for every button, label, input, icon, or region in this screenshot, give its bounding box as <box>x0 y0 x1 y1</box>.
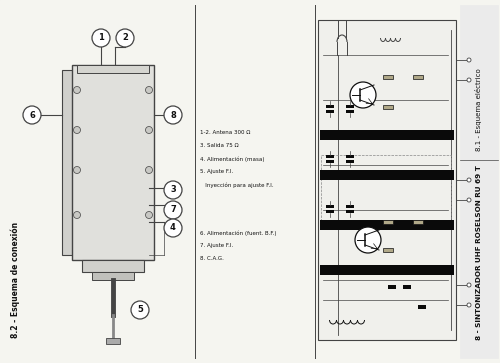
Text: 8 - SINTONIZADOR UHF ROSELSON RU 69 T: 8 - SINTONIZADOR UHF ROSELSON RU 69 T <box>476 165 482 340</box>
Circle shape <box>146 86 152 94</box>
Text: 4: 4 <box>170 224 176 232</box>
Text: 8. C.A.G.: 8. C.A.G. <box>200 256 224 261</box>
Bar <box>326 205 334 208</box>
Bar <box>383 75 393 79</box>
Circle shape <box>467 78 471 82</box>
Bar <box>413 75 423 79</box>
Text: 3. Salida 75 Ω: 3. Salida 75 Ω <box>200 143 238 148</box>
Bar <box>72 65 154 260</box>
Bar <box>388 285 396 289</box>
Circle shape <box>146 126 152 134</box>
Bar <box>77 65 149 73</box>
Circle shape <box>467 283 471 287</box>
Bar <box>418 305 426 309</box>
Circle shape <box>355 227 381 253</box>
Circle shape <box>116 29 134 47</box>
Circle shape <box>146 212 152 219</box>
Circle shape <box>467 198 471 202</box>
Bar <box>346 210 354 213</box>
Circle shape <box>92 29 110 47</box>
Circle shape <box>164 181 182 199</box>
Bar <box>62 70 74 255</box>
Circle shape <box>467 303 471 307</box>
Bar <box>92 272 134 280</box>
Bar <box>346 205 354 208</box>
Text: 3: 3 <box>170 185 176 195</box>
Text: 8: 8 <box>170 110 176 119</box>
Text: 8.1 - Esquema eléctrico: 8.1 - Esquema eléctrico <box>476 69 482 151</box>
Text: 5: 5 <box>137 306 143 314</box>
Bar <box>346 155 354 158</box>
Circle shape <box>164 201 182 219</box>
Circle shape <box>131 301 149 319</box>
Bar <box>320 170 454 180</box>
Circle shape <box>467 178 471 182</box>
Bar <box>460 5 498 358</box>
Bar <box>320 220 454 230</box>
Bar <box>318 20 456 340</box>
Bar <box>383 105 393 109</box>
Circle shape <box>23 106 41 124</box>
Bar <box>346 110 354 113</box>
Text: 5. Ajuste F.I.: 5. Ajuste F.I. <box>200 169 233 174</box>
Circle shape <box>164 219 182 237</box>
Bar <box>106 338 120 344</box>
Text: Inyección para ajuste F.I.: Inyección para ajuste F.I. <box>200 182 274 188</box>
Bar <box>326 155 334 158</box>
Circle shape <box>146 167 152 174</box>
Bar <box>346 105 354 108</box>
Text: 6. Alimentación (fuent. B.F.): 6. Alimentación (fuent. B.F.) <box>200 230 276 236</box>
Bar <box>82 260 144 272</box>
Text: 7. Ajuste F.I.: 7. Ajuste F.I. <box>200 243 233 248</box>
Bar <box>383 248 393 252</box>
Bar <box>326 210 334 213</box>
Circle shape <box>74 212 80 219</box>
Text: 6: 6 <box>29 110 35 119</box>
Bar <box>320 130 454 140</box>
Bar <box>413 220 423 224</box>
Circle shape <box>74 126 80 134</box>
Circle shape <box>467 58 471 62</box>
Text: 2: 2 <box>122 33 128 42</box>
Text: 1: 1 <box>98 33 104 42</box>
Circle shape <box>350 82 376 108</box>
Bar <box>403 285 411 289</box>
Bar <box>346 160 354 163</box>
Text: 8.2 - Esquema de conexión: 8.2 - Esquema de conexión <box>10 222 20 338</box>
Bar <box>326 105 334 108</box>
Bar <box>326 160 334 163</box>
Bar <box>321 155 451 220</box>
Text: 7: 7 <box>170 205 176 215</box>
Text: 1-2. Antena 300 Ω: 1-2. Antena 300 Ω <box>200 130 250 135</box>
Bar <box>383 220 393 224</box>
Bar <box>326 110 334 113</box>
Circle shape <box>74 167 80 174</box>
Circle shape <box>164 106 182 124</box>
Circle shape <box>74 86 80 94</box>
Bar <box>320 265 454 275</box>
Text: 4. Alimentación (masa): 4. Alimentación (masa) <box>200 156 264 162</box>
